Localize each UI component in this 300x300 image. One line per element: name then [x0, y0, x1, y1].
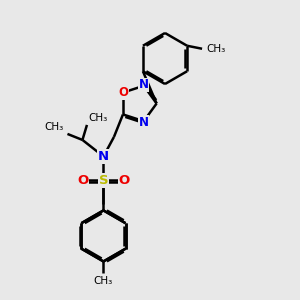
Text: O: O [77, 174, 89, 187]
Text: CH₃: CH₃ [44, 122, 64, 131]
Text: O: O [118, 86, 128, 99]
Text: N: N [139, 78, 149, 92]
Text: N: N [139, 116, 149, 129]
Text: S: S [99, 174, 108, 187]
Text: CH₃: CH₃ [94, 275, 113, 286]
Text: CH₃: CH₃ [206, 44, 225, 54]
Text: CH₃: CH₃ [88, 112, 108, 122]
Text: O: O [118, 174, 130, 187]
Text: N: N [98, 150, 109, 163]
